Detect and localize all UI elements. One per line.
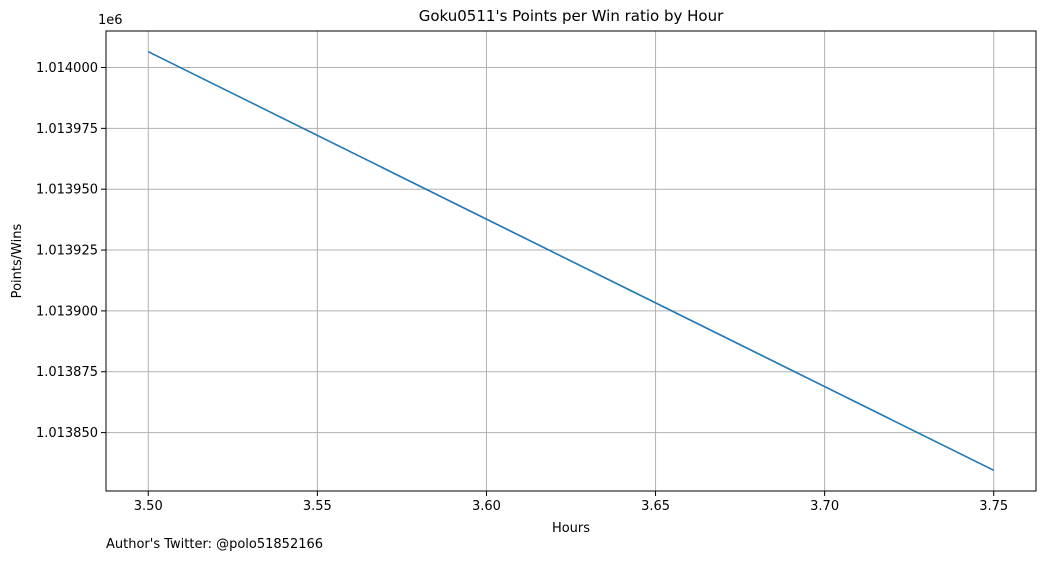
y-tick-label: 1.013850 — [36, 426, 98, 441]
x-tick-label: 3.70 — [810, 499, 839, 514]
chart-title: Goku0511's Points per Win ratio by Hour — [419, 7, 724, 25]
x-axis: 3.50 3.55 3.60 3.65 3.70 3.75 — [134, 491, 1008, 514]
grid — [106, 31, 1036, 491]
x-tick-label: 3.50 — [134, 499, 163, 514]
y-axis-offset-label: 1e6 — [98, 13, 123, 28]
plot-frame — [105, 30, 1037, 492]
y-tick-label: 1.014000 — [36, 61, 98, 76]
x-tick-label: 3.65 — [641, 499, 670, 514]
x-axis-label: Hours — [552, 521, 590, 536]
y-tick-label: 1.013875 — [36, 365, 98, 380]
series-line — [147, 50, 995, 472]
x-tick-label: 3.55 — [303, 499, 332, 514]
series-layer — [147, 50, 995, 472]
y-tick-label: 1.013950 — [36, 183, 98, 198]
y-axis: 1.014000 1.013975 1.013950 1.013925 1.013900… — [36, 61, 106, 441]
x-tick-label: 3.60 — [472, 499, 501, 514]
y-axis-label: Points/Wins — [10, 223, 25, 298]
y-tick-label: 1.013925 — [36, 244, 98, 259]
x-tick-label: 3.75 — [979, 499, 1008, 514]
author-twitter-footer: Author's Twitter: @polo51852166 — [106, 537, 324, 552]
y-tick-label: 1.013900 — [36, 304, 98, 319]
y-tick-label: 1.013975 — [36, 122, 98, 137]
